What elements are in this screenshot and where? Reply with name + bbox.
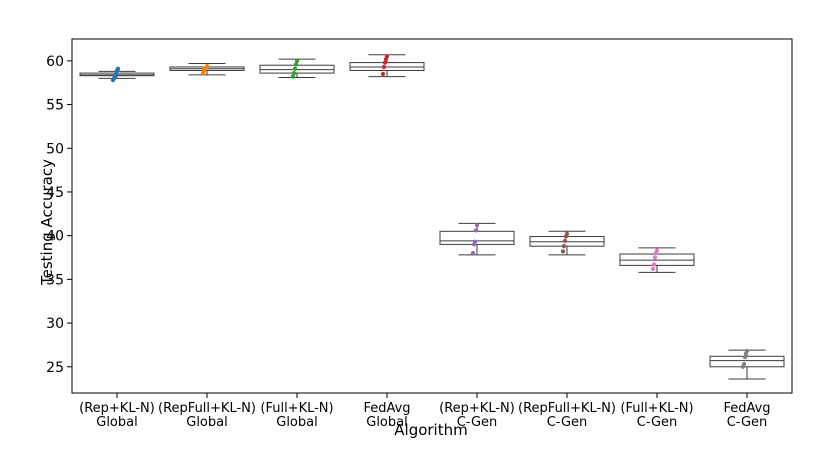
data-point (650, 266, 656, 271)
x-tick-label-line1: FedAvg (723, 401, 770, 416)
y-tick-label: 50 (46, 141, 64, 157)
x-axis: (Rep+KL-N)Global(RepFull+KL-N)Global(Ful… (79, 393, 771, 430)
box-group (79, 66, 155, 83)
x-tick-label-line1: (Rep+KL-N) (79, 401, 155, 416)
data-point (473, 228, 479, 233)
data-point (470, 251, 476, 256)
x-tick-label-line2: Global (96, 415, 137, 430)
y-tick-label: 35 (46, 272, 64, 288)
data-point (204, 63, 210, 69)
y-tick-label: 25 (46, 360, 64, 376)
data-point (742, 355, 748, 360)
data-point (562, 238, 568, 244)
data-point (292, 66, 298, 71)
x-tick-label-line2: Global (186, 415, 227, 430)
x-tick-label-line2: C-Gen (547, 415, 588, 430)
data-point (290, 74, 296, 79)
data-point (380, 71, 386, 77)
data-point (382, 60, 388, 65)
x-axis-label: Algorithm (394, 421, 467, 439)
box-group (349, 54, 425, 78)
box-group (529, 230, 605, 256)
x-tick-label-line2: C-Gen (457, 415, 498, 430)
data-point (744, 348, 750, 354)
data-point (564, 231, 570, 237)
data-point (651, 262, 657, 267)
x-tick-label-line2: C-Gen (727, 415, 768, 430)
x-tick-label-line1: (Rep+KL-N) (439, 401, 515, 416)
data-point (560, 249, 566, 254)
x-tick-label-line1: FedAvg (363, 401, 410, 416)
data-point (652, 255, 658, 260)
box-group (709, 348, 785, 380)
y-tick-label: 45 (46, 185, 64, 201)
data-point (291, 70, 297, 76)
x-tick-label-line2: Global (276, 415, 317, 430)
x-tick-label-line1: (RepFull+KL-N) (158, 401, 256, 416)
data-point (741, 362, 747, 367)
y-tick-label: 40 (46, 229, 64, 245)
data-point (474, 223, 480, 228)
data-point (113, 71, 119, 77)
x-tick-label-line1: (Full+KL-N) (260, 401, 333, 416)
box-iqr (709, 355, 785, 368)
box-group (169, 62, 245, 76)
data-point (472, 239, 478, 244)
data-point (294, 58, 300, 63)
box-group (619, 247, 695, 273)
y-tick-label: 30 (46, 316, 64, 332)
x-tick-label-line1: (RepFull+KL-N) (518, 401, 616, 416)
data-point (381, 64, 387, 70)
y-axis: 25 30 35 40 45 50 55 60 (46, 54, 72, 376)
box-iqr (439, 230, 515, 245)
plot-frame (71, 38, 793, 394)
data-point (561, 244, 567, 249)
x-tick-label-line2: C-Gen (637, 415, 678, 430)
plot-area (71, 38, 793, 394)
data-point (115, 66, 121, 71)
data-point (293, 62, 299, 67)
data-point (654, 248, 660, 253)
x-tick-label-line2: Global (366, 415, 407, 430)
y-axis-label: Testing Accuracy (38, 159, 56, 286)
x-tick-label-line1: (Full+KL-N) (620, 401, 693, 416)
y-tick-label: 55 (46, 98, 64, 114)
y-tick-label: 60 (46, 54, 64, 70)
box-group (439, 222, 515, 256)
data-point (384, 54, 390, 59)
box-group (259, 58, 335, 79)
